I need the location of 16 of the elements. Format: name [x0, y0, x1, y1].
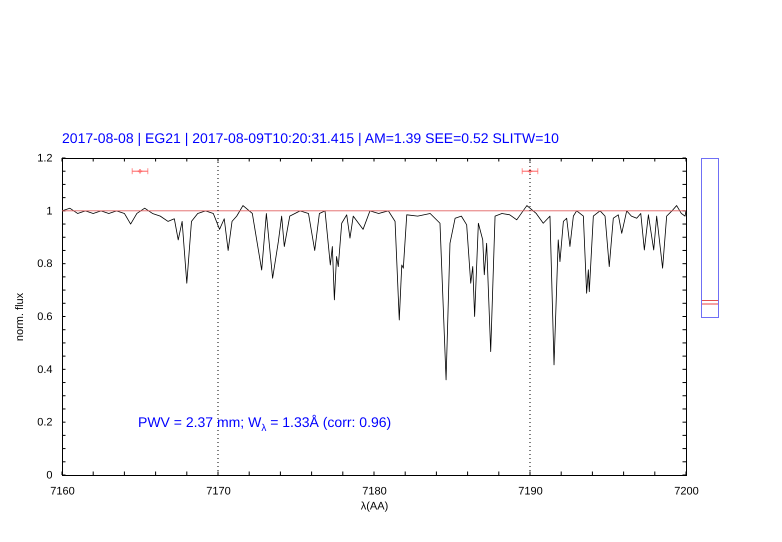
chart-title: 2017-08-08 | EG21 | 2017-08-09T10:20:31.415 | AM=1.39 SEE=0.52 SLITW=10: [62, 130, 560, 146]
x-tick-label: 7160: [50, 486, 75, 498]
x-tick-label: 7180: [362, 486, 387, 498]
y-tick-label: 1: [46, 205, 52, 218]
y-tick-label: 0.4: [37, 364, 52, 376]
y-tick-label: 0: [46, 470, 52, 482]
y-tick-label: 0.8: [37, 258, 52, 270]
annotation: PWV = 2.37 mm; W$_{λ}$ = 1.33Å (corr: 0.96): [138, 414, 392, 434]
y-axis-title: norm. flux: [14, 292, 26, 342]
y-tick-label: 1.2: [37, 152, 52, 164]
x-tick-label: 7190: [518, 486, 543, 498]
y-tick-label: 0.2: [37, 416, 52, 429]
x-tick-label: 7170: [206, 486, 231, 498]
x-tick-label: 7200: [674, 486, 699, 498]
x-axis-title: λ(AA): [360, 500, 388, 512]
y-tick-label: 0.6: [37, 311, 52, 323]
